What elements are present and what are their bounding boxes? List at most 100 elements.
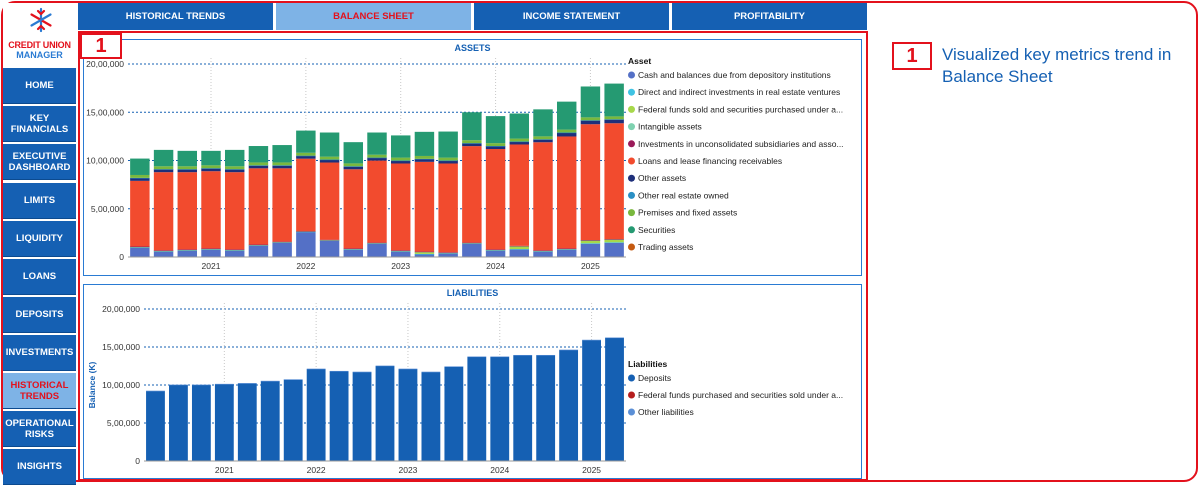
tab-income-statement[interactable]: INCOME STATEMENT [474,3,669,30]
assets-chart: 0 5,00,000 10,00,000 15,00,000 20,00,000 2021… [86,56,843,271]
legend-item: Federal funds purchased and securities s… [638,390,843,400]
bar-segment [438,131,458,158]
bar-segment [352,371,372,373]
bar-segment [390,163,411,251]
bar-segment [367,242,387,244]
sidebar-item-loans[interactable]: LOANS [3,259,76,295]
bar-segment [146,390,165,392]
bar-segment [306,369,326,461]
logo-text-secondary: MANAGER [16,50,63,60]
bar-segment [319,239,340,241]
assets-chart-panel: ASSETS 0 5,00,000 10,00,000 15,00,000 20,00,… [83,39,862,276]
sidebar-item-executive-dashboard[interactable]: EXECUTIVE DASHBOARD [3,144,76,180]
x-tick-label: 2025 [581,261,600,271]
bar-segment [533,136,553,140]
bar-segment [462,112,482,141]
bar-segment [536,354,556,356]
bar-segment [604,239,624,240]
bar-segment [153,169,174,170]
sidebar-item-key-financials[interactable]: KEY FINANCIALS [3,106,76,142]
bar-segment [390,135,411,158]
bar-segment [438,157,458,161]
bar-segment [390,160,411,164]
bar-segment [490,356,510,358]
bar-segment [414,254,435,257]
bar-segment [414,131,435,156]
legend-marker [628,105,635,113]
bar-segment [248,162,269,166]
y-tick-label: 15,00,000 [102,342,140,352]
bar-segment [343,166,364,170]
bar-segment [485,146,506,147]
bar-segment [375,366,395,461]
sidebar-item-home[interactable]: HOME [3,68,76,104]
bar-segment [296,130,316,153]
bar-segment [580,120,601,121]
bar-segment [248,245,269,257]
bar-segment [556,136,577,249]
bar-segment [556,132,577,134]
bar-segment [398,368,418,370]
bar-segment [319,162,340,240]
bar-segment [177,250,198,257]
sidebar-item-investments[interactable]: INVESTMENTS [3,335,76,371]
bar-segment [296,155,316,157]
bar-segment [580,120,601,125]
legend-marker [628,88,635,96]
sidebar-item-operational-risks[interactable]: OPERATIONAL RISKS [3,411,76,447]
bar-segment [390,160,411,162]
sidebar-item-liquidity[interactable]: LIQUIDITY [3,221,76,257]
tab-balance-sheet[interactable]: BALANCE SHEET [276,3,471,30]
sidebar-item-insights[interactable]: INSIGHTS [3,449,76,485]
sidebar-item-limits[interactable]: LIMITS [3,183,76,219]
bar-segment [580,240,601,244]
bar-segment [177,150,198,167]
bar-segment [375,365,395,367]
x-tick-label: 2023 [391,261,410,271]
bar-segment [224,166,245,170]
bar-segment [580,86,601,118]
bar-segment [580,243,601,244]
tab-historical-trends[interactable]: HISTORICAL TRENDS [78,3,273,30]
bar-segment [467,356,487,461]
legend-item: Trading assets [638,242,693,252]
bar-segment [177,169,198,173]
y-tick-label: 20,00,000 [86,59,124,69]
bar-segment [414,251,435,253]
bar-segment [533,142,553,251]
bar-segment [319,159,340,161]
legend-title: Liabilities [628,359,667,369]
bar-segment [201,249,221,257]
top-tabs: HISTORICAL TRENDS BALANCE SHEET INCOME STA… [78,3,867,30]
bar-segment [343,163,364,167]
bar-segment [224,169,245,173]
bar-segment [604,116,624,120]
bar-segment [533,251,553,257]
bar-segment [582,340,601,461]
bar-segment [513,355,533,461]
bar-segment [248,165,269,166]
snowflake-icon [30,7,52,33]
bar-segment [604,242,624,257]
bar-segment [462,243,482,257]
sidebar-item-deposits[interactable]: DEPOSITS [3,297,76,333]
bar-segment [414,253,435,255]
legend-item: Loans and lease financing receivables [638,156,782,166]
bar-segment [414,158,435,162]
logo[interactable]: CREDIT UNION MANAGER [3,3,76,65]
sidebar-item-historical-trends[interactable]: HISTORICAL TRENDS [3,373,76,409]
tab-profitability[interactable]: PROFITABILITY [672,3,867,30]
bar-segment [224,172,245,250]
bar-segment [556,249,577,257]
bar-segment [438,252,458,253]
bar-segment [224,250,245,257]
bar-segment [169,385,188,461]
legend-marker [628,226,635,234]
legend-item: Other liabilities [638,407,694,417]
legend-item: Intangible assets [638,122,702,132]
legend-marker [628,209,635,217]
y-tick-label: 10,00,000 [86,156,124,166]
bar-segment [201,168,221,169]
bar-segment [444,366,464,461]
bar-segment [169,384,188,386]
